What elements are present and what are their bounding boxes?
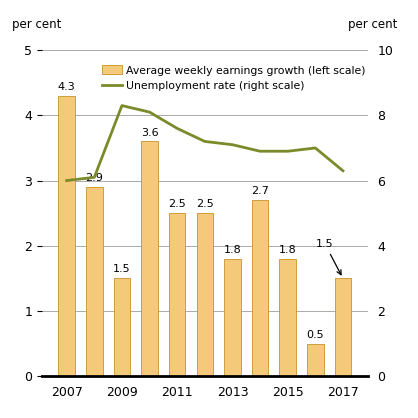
Text: per cent: per cent — [348, 18, 397, 31]
Bar — [224, 259, 241, 376]
Text: 2.5: 2.5 — [168, 199, 186, 209]
Bar — [252, 200, 268, 376]
Bar — [196, 213, 213, 376]
Text: 0.5: 0.5 — [306, 330, 324, 340]
Text: 2.5: 2.5 — [196, 199, 214, 209]
Bar — [86, 187, 102, 376]
Text: 3.6: 3.6 — [141, 127, 158, 138]
Text: per cent: per cent — [13, 18, 62, 31]
Bar — [169, 213, 186, 376]
Bar — [307, 344, 324, 376]
Bar — [114, 278, 130, 376]
Bar — [279, 259, 296, 376]
Text: 1.5: 1.5 — [113, 265, 131, 275]
Text: 2.7: 2.7 — [251, 186, 269, 196]
Bar — [59, 96, 75, 376]
Text: 1.8: 1.8 — [279, 245, 297, 255]
Text: 1.5: 1.5 — [316, 239, 341, 275]
Bar — [335, 278, 351, 376]
Text: 2.9: 2.9 — [85, 173, 103, 183]
Text: 4.3: 4.3 — [58, 82, 76, 92]
Bar — [141, 141, 158, 376]
Legend: Average weekly earnings growth (left scale), Unemployment rate (right scale): Average weekly earnings growth (left sca… — [102, 65, 366, 91]
Text: 1.8: 1.8 — [224, 245, 241, 255]
